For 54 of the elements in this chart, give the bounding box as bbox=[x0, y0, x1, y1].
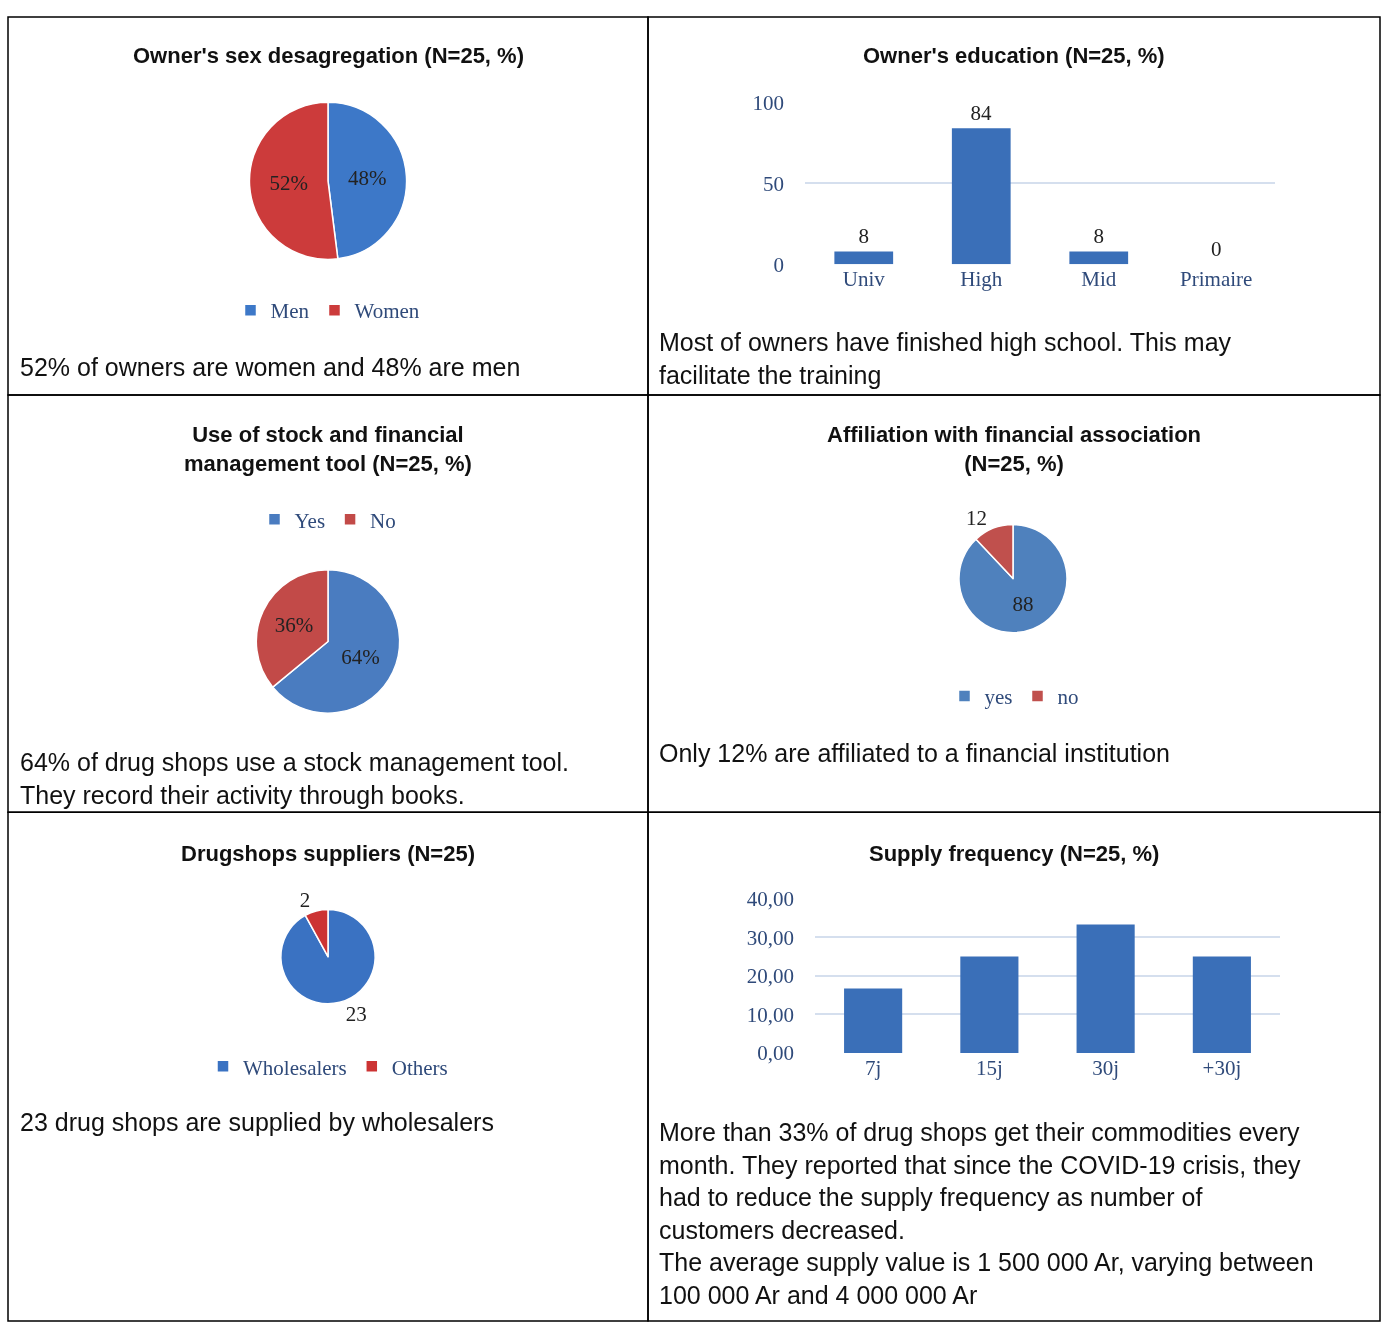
data-label: 2 bbox=[299, 887, 311, 912]
data-label: 0 bbox=[1211, 237, 1222, 262]
data-label: 48% bbox=[347, 166, 387, 191]
bar bbox=[960, 956, 1019, 1053]
chart-title: Use of stock and financial management tool (N=25, %) bbox=[184, 422, 472, 476]
data-label: 23 bbox=[345, 1001, 367, 1026]
legend-label: Others bbox=[391, 1055, 448, 1080]
y-tick-label: 100 bbox=[752, 90, 784, 115]
legend-label: No bbox=[370, 508, 396, 533]
x-tick-label: 15j bbox=[975, 1055, 1003, 1080]
chart-title: Owner's education (N=25, %) bbox=[863, 43, 1165, 68]
text: Only 12% are affiliated to a financial institution bbox=[659, 739, 1170, 767]
data-label: 52% bbox=[269, 171, 309, 196]
y-tick-label: 50 bbox=[763, 171, 784, 196]
legend-label: Yes bbox=[294, 508, 326, 533]
x-tick-label: Univ bbox=[842, 267, 886, 292]
text: 52% of owners are women and 48% are men bbox=[20, 353, 521, 381]
bar bbox=[844, 988, 903, 1053]
y-tick-label: 40,00 bbox=[746, 887, 794, 912]
y-tick-label: 0,00 bbox=[757, 1041, 794, 1066]
legend-label: Men bbox=[270, 299, 310, 324]
x-tick-label: 30j bbox=[1092, 1055, 1120, 1080]
x-tick-label: 7j bbox=[864, 1055, 882, 1080]
chart-title: Supply frequency (N=25, %) bbox=[869, 841, 1160, 866]
bar bbox=[1076, 924, 1135, 1053]
y-tick-label: 10,00 bbox=[746, 1002, 794, 1027]
data-label: 12 bbox=[966, 506, 988, 531]
pie-slice bbox=[958, 523, 1068, 634]
text: 23 drug shops are supplied by wholesalers bbox=[20, 1108, 494, 1136]
y-tick-label: 0 bbox=[773, 252, 784, 277]
chart-title: Owner's sex desagregation (N=25, %) bbox=[133, 43, 524, 68]
x-tick-label: Primaire bbox=[1180, 267, 1253, 292]
y-tick-label: 30,00 bbox=[746, 925, 794, 950]
text: Most of owners have finished high school. This may facilitate the training bbox=[659, 328, 1232, 389]
text: More than 33% of drug shops get their commodities every month. They reported that since the COVID-19 crisis, they had to reduce the supply frequency as number of customers decreased. The average supply value is 1 500 000 Ar, varying between 100 000 Ar and 4 000 000 Ar bbox=[659, 1118, 1314, 1309]
chart-title: Affiliation with financial association (N=25, %) bbox=[827, 422, 1202, 476]
bar bbox=[1192, 956, 1251, 1053]
legend-label: no bbox=[1057, 685, 1079, 710]
data-label: 88 bbox=[1012, 591, 1034, 616]
x-tick-label: +30j bbox=[1202, 1055, 1242, 1080]
data-label: 8 bbox=[1093, 224, 1105, 249]
y-tick-label: 20,00 bbox=[746, 964, 794, 989]
data-label: 36% bbox=[274, 613, 314, 638]
legend-label: Wholesalers bbox=[243, 1055, 347, 1080]
legend-label: yes bbox=[984, 685, 1013, 710]
data-label: 64% bbox=[341, 644, 380, 669]
legend-label: Women bbox=[354, 299, 420, 324]
x-tick-label: Mid bbox=[1081, 267, 1117, 292]
pie-slice bbox=[280, 908, 376, 1005]
chart-title: Drugshops suppliers (N=25) bbox=[181, 841, 476, 866]
text: 64% of drug shops use a stock management tool. They record their activity through books. bbox=[20, 748, 569, 809]
x-tick-label: High bbox=[960, 267, 1003, 292]
data-label: 8 bbox=[858, 224, 870, 249]
data-label: 84 bbox=[970, 101, 993, 126]
